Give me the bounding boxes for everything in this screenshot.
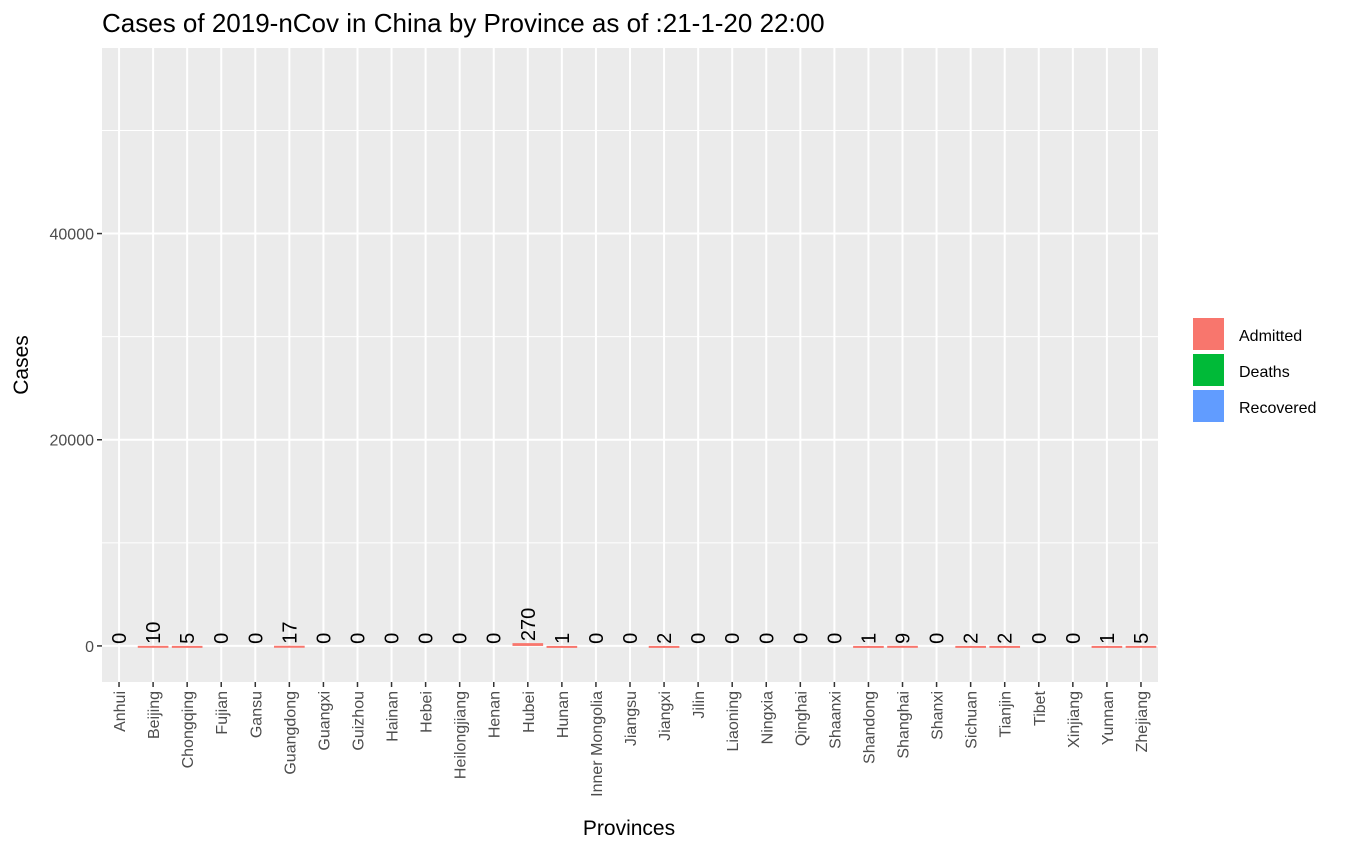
y-tick-label: 0 xyxy=(85,639,94,656)
data-label: 0 xyxy=(211,633,233,644)
data-label: 0 xyxy=(1029,633,1051,644)
legend-label-recovered: Recovered xyxy=(1239,400,1316,417)
legend-key-recovered xyxy=(1193,390,1224,422)
data-label: 0 xyxy=(450,633,472,644)
bar-admitted xyxy=(137,645,169,648)
x-axis: Anhui Beijing Chongqing Fujian Gansu Guangdon… xyxy=(112,682,1151,797)
data-label: 2 xyxy=(961,633,983,644)
data-labels: 0 10 5 0 0 17 0 0 0 0 0 0 270 1 0 0 2 0 0 0 0 0 1 9 0 2 2 0 0 1 5 xyxy=(109,608,1153,644)
data-label: 2 xyxy=(654,633,676,644)
data-label: 0 xyxy=(245,633,267,644)
data-label: 10 xyxy=(143,622,165,644)
bars xyxy=(137,643,1157,648)
y-axis-title: Cases xyxy=(10,335,33,395)
data-label: 270 xyxy=(518,608,540,641)
bar-admitted xyxy=(1091,645,1123,648)
x-tick-label: Fujian xyxy=(214,691,231,735)
x-tick-label: Guangxi xyxy=(316,691,333,751)
data-label: 0 xyxy=(790,633,812,644)
data-label: 0 xyxy=(824,633,846,644)
bar-admitted xyxy=(648,645,680,648)
legend-key-admitted xyxy=(1193,318,1224,350)
x-tick-label: Hubei xyxy=(521,691,538,733)
data-label: 0 xyxy=(722,633,744,644)
data-label: 0 xyxy=(347,633,369,644)
data-label: 5 xyxy=(1131,633,1153,644)
data-label: 1 xyxy=(1097,633,1119,644)
bar-admitted xyxy=(512,643,544,646)
x-tick-label: Xinjiang xyxy=(1066,691,1083,748)
bar-admitted xyxy=(546,645,578,648)
x-tick-label: Shandong xyxy=(861,691,878,764)
bar-admitted xyxy=(887,645,918,648)
legend-label-admitted: Admitted xyxy=(1239,328,1302,345)
x-tick-label: Qinghai xyxy=(793,691,810,746)
data-label: 0 xyxy=(416,633,438,644)
x-tick-label: Guangdong xyxy=(282,691,299,775)
x-tick-label: Hainan xyxy=(385,691,402,742)
data-label: 0 xyxy=(109,633,131,644)
data-label: 0 xyxy=(620,633,642,644)
data-label: 0 xyxy=(1063,633,1085,644)
x-tick-label: Shanxi xyxy=(930,691,947,740)
data-label: 5 xyxy=(177,633,199,644)
x-tick-label: Henan xyxy=(487,691,504,738)
x-tick-label: Chongqing xyxy=(180,691,197,768)
x-tick-label: Shanghai xyxy=(896,691,913,759)
x-tick-label: Jiangsu xyxy=(623,691,640,746)
x-tick-label: Jilin xyxy=(691,691,708,719)
data-label: 1 xyxy=(858,633,880,644)
grid-lines xyxy=(102,48,1158,682)
x-tick-label: Zhejiang xyxy=(1134,691,1151,752)
data-label: 0 xyxy=(927,633,949,644)
bar-admitted xyxy=(171,645,203,648)
x-tick-label: Anhui xyxy=(112,691,129,732)
x-tick-label: Liaoning xyxy=(725,691,742,752)
x-tick-label: Tianjin xyxy=(998,691,1015,738)
legend-key-deaths xyxy=(1193,354,1224,386)
x-tick-label: Hebei xyxy=(419,691,436,733)
data-label: 17 xyxy=(279,621,301,643)
x-tick-label: Shaanxi xyxy=(827,691,844,749)
legend-label-deaths: Deaths xyxy=(1239,364,1290,381)
y-tick-label: 40000 xyxy=(50,227,95,244)
x-tick-label: Heilongjiang xyxy=(453,691,470,779)
data-label: 2 xyxy=(995,633,1017,644)
data-label: 0 xyxy=(484,633,506,644)
bar-admitted xyxy=(274,645,305,648)
x-tick-label: Sichuan xyxy=(964,691,981,749)
x-tick-label: Beijing xyxy=(146,691,163,739)
y-axis: 0 20000 40000 xyxy=(50,227,102,656)
data-label: 0 xyxy=(382,633,404,644)
bar-admitted xyxy=(989,645,1021,648)
y-tick-label: 20000 xyxy=(50,433,95,450)
bar-admitted xyxy=(955,645,986,648)
bar-admitted xyxy=(1125,645,1157,648)
x-tick-label: Guizhou xyxy=(350,691,367,751)
x-tick-label: Yunnan xyxy=(1100,691,1117,745)
x-tick-label: Jiangxi xyxy=(657,691,674,741)
data-label: 0 xyxy=(688,633,710,644)
data-label: 0 xyxy=(313,633,335,644)
data-label: 9 xyxy=(893,633,915,644)
x-tick-label: Inner Mongolia xyxy=(589,691,606,797)
bar-admitted xyxy=(853,645,884,648)
data-label: 0 xyxy=(756,633,778,644)
x-tick-label: Hunan xyxy=(555,691,572,738)
data-label: 1 xyxy=(552,633,574,644)
data-label: 0 xyxy=(586,633,608,644)
x-axis-title: Provinces xyxy=(583,817,675,840)
x-tick-label: Ningxia xyxy=(759,691,776,744)
chart-title: Cases of 2019-nCov in China by Province … xyxy=(102,8,825,38)
x-tick-label: Gansu xyxy=(248,691,265,738)
x-tick-label: Tibet xyxy=(1032,690,1049,726)
legend: Admitted Deaths Recovered xyxy=(1193,318,1316,422)
